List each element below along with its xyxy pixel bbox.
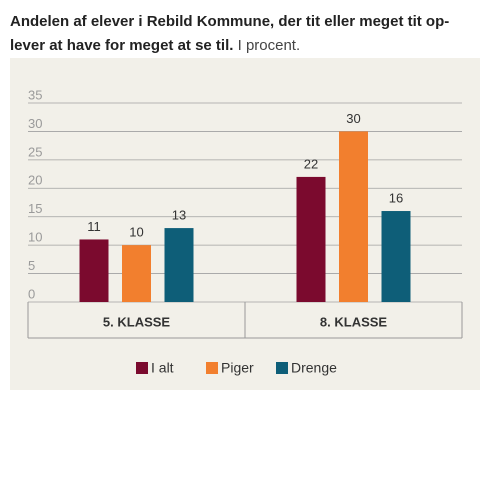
chart-title: Andelen af elever i Rebild Kommune, der … [10, 13, 449, 30]
legend-swatch [276, 362, 288, 374]
chart-title: lever at have for meget at se til. [10, 37, 233, 54]
bar [296, 176, 326, 302]
y-tick-label: 15 [28, 201, 42, 216]
legend-label: Drenge [291, 360, 337, 376]
chart-title-line: lever at have for meget at se til. I pro… [10, 37, 300, 54]
x-tick-label: 8. KLASSE [320, 314, 388, 329]
y-tick-label: 30 [28, 116, 42, 131]
y-tick-label: 20 [28, 173, 42, 188]
value-label: 22 [304, 156, 318, 171]
legend-label: I alt [151, 360, 174, 376]
y-tick-label: 25 [28, 144, 42, 159]
bar [339, 131, 368, 302]
value-label: 10 [129, 225, 143, 240]
chart-subtitle: I procent. [238, 37, 301, 54]
y-tick-label: 5 [28, 258, 35, 273]
x-tick-label: 5. KLASSE [103, 314, 171, 329]
legend-swatch [206, 362, 218, 374]
bar [164, 228, 194, 302]
y-tick-label: 10 [28, 230, 42, 245]
bar [122, 245, 151, 302]
legend-label: Piger [221, 360, 254, 376]
value-label: 11 [87, 219, 101, 234]
y-tick-label: 0 [28, 286, 35, 301]
bar [79, 239, 109, 302]
value-label: 16 [389, 190, 403, 205]
bar [381, 211, 411, 302]
legend-swatch [136, 362, 148, 374]
value-label: 13 [172, 208, 186, 223]
value-label: 30 [346, 111, 360, 126]
y-tick-label: 35 [28, 87, 42, 102]
